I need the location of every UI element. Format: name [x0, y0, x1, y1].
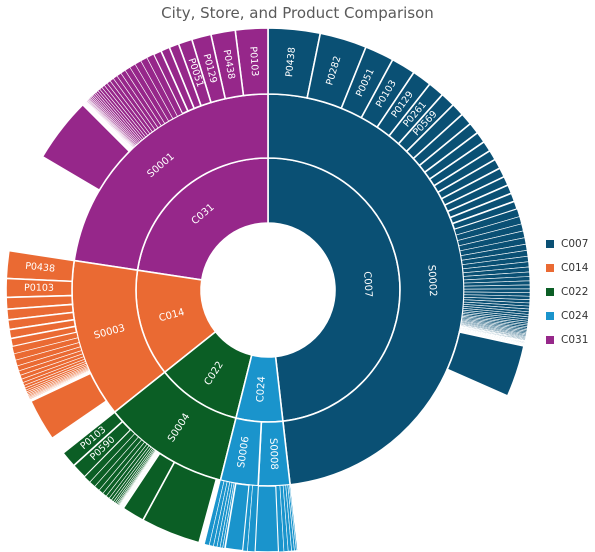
- legend-label: C022: [561, 286, 589, 298]
- product-segment: [16, 346, 82, 372]
- product-segment: [234, 27, 269, 97]
- legend: C007 C014 C022 C024 C031: [546, 232, 588, 352]
- product-segment: [446, 330, 525, 398]
- segment-label: P0438: [284, 47, 298, 78]
- product-segment: [209, 29, 245, 100]
- segment-label: C024: [255, 376, 268, 403]
- legend-item: C007: [546, 232, 588, 256]
- product-segment: [124, 66, 166, 127]
- product-segment: [98, 439, 145, 494]
- product-segment: [122, 452, 176, 522]
- product-segment: [223, 482, 251, 552]
- legend-label: C014: [561, 262, 589, 274]
- product-segment: [288, 484, 298, 551]
- segment-label: P0103: [247, 46, 260, 77]
- product-segment: [177, 38, 212, 107]
- segment-label: P0438: [221, 49, 237, 80]
- legend-swatch: [546, 264, 554, 272]
- product-segment: [15, 342, 81, 367]
- product-segment: [254, 484, 280, 552]
- center-hole: [201, 223, 335, 357]
- legend-label: C024: [561, 310, 589, 322]
- chart-title: City, Store, and Product Comparison: [161, 4, 434, 22]
- product-segment: [29, 372, 108, 440]
- product-segment: [129, 63, 169, 124]
- product-segment: [89, 433, 139, 487]
- legend-label: C031: [561, 334, 589, 346]
- product-segment: [94, 436, 143, 491]
- segment-label: S0008: [267, 438, 279, 470]
- product-segment: [146, 53, 183, 117]
- legend-item: C024: [546, 304, 588, 328]
- segment-label: P0103: [24, 283, 54, 294]
- product-segment: [13, 337, 80, 361]
- legend-swatch: [546, 288, 554, 296]
- legend-label: C007: [561, 238, 589, 250]
- legend-item: C022: [546, 280, 588, 304]
- product-segment: [141, 461, 218, 544]
- segment-label: S0006: [236, 436, 252, 469]
- product-segment: [152, 49, 189, 115]
- legend-swatch: [546, 336, 554, 344]
- product-segment: [204, 479, 225, 546]
- product-segment: [61, 410, 124, 467]
- product-segment: [120, 69, 162, 129]
- product-segment: [84, 429, 136, 483]
- segment-label: S0002: [425, 265, 438, 297]
- product-segment: [5, 249, 76, 283]
- product-segment: [41, 103, 131, 192]
- segment-label: C007: [361, 271, 373, 298]
- legend-item: C014: [546, 256, 588, 280]
- product-segment: [72, 420, 132, 479]
- legend-item: C031: [546, 328, 588, 352]
- product-segment: [140, 57, 178, 120]
- product-segment: [134, 60, 174, 122]
- segment-label: P0438: [25, 261, 56, 275]
- product-segment: [190, 33, 227, 104]
- product-segment: [5, 277, 74, 299]
- product-segment: [9, 325, 78, 348]
- legend-swatch: [546, 312, 554, 320]
- legend-swatch: [546, 240, 554, 248]
- product-segment: [11, 332, 79, 355]
- product-segment: [116, 72, 159, 131]
